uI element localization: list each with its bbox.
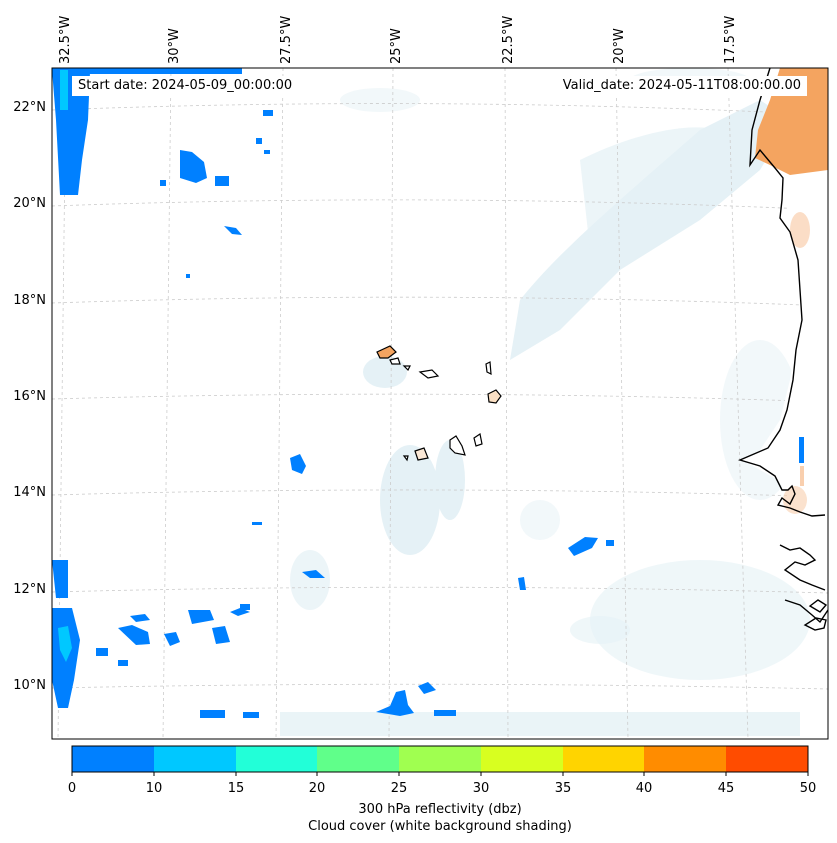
colorbar-bin xyxy=(399,746,481,772)
lat-label: 22°N xyxy=(13,100,46,115)
colorbar-tick: 45 xyxy=(718,781,735,796)
latitude-labels: 22°N 20°N 18°N 16°N 14°N 12°N 10°N xyxy=(13,100,46,693)
reflectivity-patches xyxy=(52,68,614,718)
colorbar-label: 300 hPa reflectivity (dbz) xyxy=(358,802,521,817)
colorbar-tick: 50 xyxy=(800,781,817,796)
lat-label: 18°N xyxy=(13,293,46,308)
lon-label: 17.5°W xyxy=(723,16,738,64)
lat-label: 16°N xyxy=(13,389,46,404)
colorbar-bin xyxy=(317,746,399,772)
colorbar-bin xyxy=(481,746,563,772)
colorbar-tick: 15 xyxy=(228,781,245,796)
lon-label: 25°W xyxy=(389,28,404,64)
start-date-label: Start date: 2024-05-09_00:00:00 xyxy=(72,76,299,96)
lon-label: 32.5°W xyxy=(58,16,73,64)
lon-label: 27.5°W xyxy=(279,16,294,64)
colorbar-tick: 35 xyxy=(555,781,572,796)
colorbar-frame xyxy=(71,745,809,773)
lon-label: 30°W xyxy=(167,28,182,64)
lat-label: 20°N xyxy=(13,196,46,211)
colorbar-bin xyxy=(236,746,317,772)
colorbar-bin xyxy=(154,746,236,772)
lon-label: 20°W xyxy=(612,28,627,64)
colorbar-bin xyxy=(726,746,808,772)
lat-label: 12°N xyxy=(13,582,46,597)
cape-verde-islands xyxy=(376,345,502,462)
colorbar-bin xyxy=(72,746,154,772)
colorbar: 0 10 15 20 25 30 35 40 45 50 300 hPa ref… xyxy=(68,745,817,834)
colorbar-bin xyxy=(644,746,726,772)
lat-label: 14°N xyxy=(13,485,46,500)
colorbar-bin xyxy=(563,746,644,772)
longitude-labels: 32.5°W 30°W 27.5°W 25°W 22.5°W 20°W 17.5… xyxy=(58,16,738,64)
colorbar-tick: 10 xyxy=(146,781,163,796)
colorbar-tick: 0 xyxy=(68,781,76,796)
colorbar-tick: 40 xyxy=(636,781,653,796)
coastline xyxy=(737,67,829,631)
valid-date-label: Valid_date: 2024-05-11T08:00:00.00 xyxy=(556,76,807,96)
map-frame xyxy=(51,67,829,740)
colorbar-tick: 30 xyxy=(473,781,490,796)
colorbar-sublabel: Cloud cover (white background shading) xyxy=(308,819,572,834)
colorbar-tick: 20 xyxy=(309,781,326,796)
lon-label: 22.5°W xyxy=(501,16,516,64)
lat-label: 10°N xyxy=(13,678,46,693)
reflectivity-patches-mid xyxy=(58,70,72,662)
colorbar-tick: 25 xyxy=(391,781,408,796)
